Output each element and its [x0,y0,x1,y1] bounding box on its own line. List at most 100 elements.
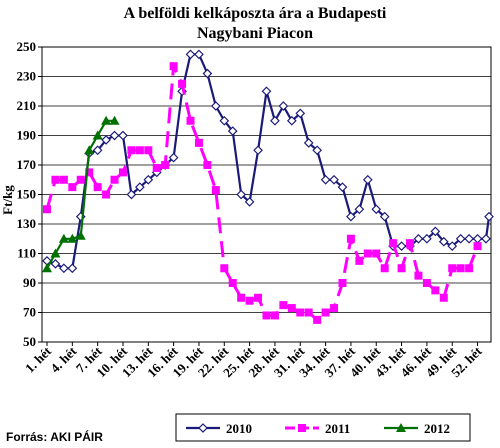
series-2010-point [59,263,69,274]
legend-2010-marker [198,423,208,433]
series-2010-point [422,233,432,244]
series-2010-point [227,126,238,136]
series-2011-point [68,183,77,192]
y-tick-label: 70 [23,305,36,320]
legend-2011: 2011 [285,421,350,436]
series-2011-point [161,161,170,169]
series-2010-point [109,130,120,141]
data-series [42,49,494,324]
source-note: Forrás: AKI PÁIR [6,429,103,444]
series-2011-point [346,234,355,243]
series-2011-point [59,175,68,184]
series-2011-point [51,175,60,184]
y-tick-label: 250 [17,39,37,54]
legend-box [175,413,471,442]
series-2011-point [118,168,127,177]
legend-2011-marker [298,424,306,432]
series-2010-point [219,115,230,126]
series-2011-point [473,242,482,251]
series-2012-point [50,248,61,258]
chart-subtitle: Nagybani Piacon [197,25,313,42]
series-2010-point [379,211,390,222]
series-2012-point [67,233,78,243]
legend-2012-label: 2012 [424,421,450,436]
series-2010-point [278,101,289,111]
series-2011-point [152,163,161,172]
series-2010-point [202,68,213,79]
series-2010-point [346,211,356,222]
series-2011-point [397,264,406,273]
series-2012-point [58,233,69,243]
series-2011-point [220,264,229,273]
y-tick-label: 170 [17,157,37,172]
series-2010-point [413,233,424,244]
series-2010-point [194,49,204,60]
series-2010-point [261,86,272,97]
series-2011-point [448,264,457,273]
series-2012-point [109,115,120,125]
series-2010-point [396,241,407,251]
series-2011-point [338,279,347,287]
series-2011-point [127,146,136,155]
series-2012-point [92,130,103,140]
series-2011-point [169,62,178,71]
series-2012-point [101,115,112,125]
gridlines [42,46,491,343]
series-2011-point [178,79,187,88]
series-2010-point [320,174,331,185]
series-2010-point [50,258,61,269]
series-2010-point [270,115,280,126]
series-2011-point [135,146,144,155]
x-tick-label: 4. hét [47,343,80,376]
series-2010-point [371,204,382,215]
series-2011-point [321,308,330,317]
series-2011-point [194,138,203,147]
series-2011-point [245,296,254,305]
series-2011-point [456,264,465,273]
series-2010-point [447,241,458,251]
series-2010-point [67,263,78,274]
chart-title: A belföldi kelkáposzta ára a Budapesti [124,5,387,22]
series-2011-point [380,264,389,273]
y-tick-label: 230 [17,69,37,84]
legend-2012-marker [396,423,406,432]
series-2011-point [355,256,364,265]
series-2011-point [287,304,296,313]
y-tick-label: 50 [23,334,36,349]
series-2011-point [76,175,85,184]
series-2011-point [270,311,279,320]
series-2011-point [254,293,263,302]
series-2010-point [168,152,179,163]
series-2010-point [118,130,128,141]
series-2011-point [228,279,237,287]
series-2010-point [236,189,247,200]
series-2012-point [84,145,95,155]
series-2010-point [295,108,306,119]
legend-2012: 2012 [384,421,450,436]
series-2012-point [42,263,52,273]
series-2010-point [362,174,373,185]
series-2010-point [312,145,323,156]
series-2011-point [422,279,431,287]
series-2011-point [93,183,102,192]
series-2010-point [337,182,348,192]
series-2011-point [85,168,94,177]
series-2010-point [210,101,221,111]
series-2011-point [304,308,313,317]
series-2011-point [372,249,381,258]
series-2010-point [484,211,494,222]
series-2012 [42,115,120,273]
series-2011-point [296,308,305,317]
y-tick-label: 90 [23,275,36,290]
series-2010-point [430,226,441,237]
series-2011-point [237,293,246,302]
series-2011-point [186,116,195,125]
series-2011-point [406,239,415,248]
y-tick-label: 190 [17,128,37,143]
y-tick-label: 130 [17,216,37,231]
series-2010-point [92,145,103,156]
series-2011-line [45,64,480,322]
y-axis-label: Ft/kg [0,185,15,215]
series-2011-point [330,304,339,313]
